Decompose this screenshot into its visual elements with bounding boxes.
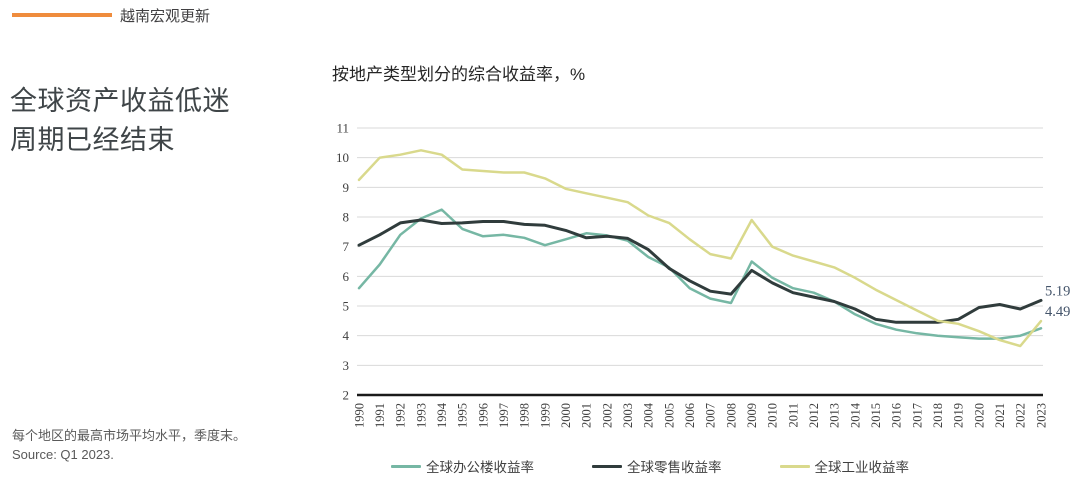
legend-item: 全球工业收益率	[779, 456, 910, 476]
legend-label: 全球办公楼收益率	[426, 460, 534, 475]
y-axis-tick-label: 8	[343, 210, 350, 225]
y-axis-tick-label: 2	[343, 388, 350, 403]
legend-swatch	[779, 464, 810, 468]
x-axis-tick-label: 1996	[476, 403, 490, 428]
legend-item: 全球零售收益率	[592, 456, 722, 476]
x-axis-tick-label: 2011	[786, 403, 800, 428]
y-axis-tick-label: 7	[343, 239, 350, 254]
x-axis-tick-label: 2020	[972, 403, 986, 428]
x-axis-tick-label: 1990	[352, 403, 366, 428]
y-axis-tick-label: 3	[343, 358, 350, 373]
chart-legend: 全球办公楼收益率 全球零售收益率 全球工业收益率	[300, 456, 1000, 476]
x-axis-tick-label: 1992	[394, 403, 408, 428]
x-axis-tick-label: 1999	[538, 403, 552, 428]
x-axis-tick-label: 2006	[683, 403, 697, 428]
y-axis-tick-label: 9	[343, 180, 350, 195]
legend-label: 全球零售收益率	[627, 460, 722, 475]
y-axis-tick-label: 4	[343, 328, 350, 343]
y-axis-tick-label: 6	[343, 269, 350, 284]
report-tag: 越南宏观更新	[120, 8, 211, 25]
x-axis-tick-label: 2018	[931, 403, 945, 428]
page-title: 全球资产收益低迷 周期已经结束	[10, 82, 230, 160]
end-value-label: 4.49	[1045, 304, 1070, 320]
x-axis-tick-label: 1995	[456, 403, 470, 428]
yield-line-chart: 2 3 4 5 6 7 8 9 10 11 1990 1991 1992 1993 1994 1995 1996…	[336, 121, 1070, 429]
page-title-line-1: 全球资产收益低迷	[10, 86, 230, 116]
x-axis-tick-label: 1991	[373, 403, 387, 428]
x-axis-tick-label: 2002	[600, 403, 614, 428]
x-axis-tick-label: 2012	[807, 403, 821, 428]
x-axis-tick-label: 2005	[662, 403, 676, 428]
legend-item: 全球办公楼收益率	[391, 456, 534, 476]
series-line-1	[357, 218, 1043, 324]
x-axis-tick-label: 2022	[1014, 403, 1028, 428]
x-axis-tick-label: 2019	[952, 403, 966, 428]
x-axis-tick-label: 1998	[518, 403, 532, 428]
x-axis-tick-label: 2014	[848, 402, 862, 428]
legend-swatch	[592, 464, 622, 468]
x-axis-tick-label: 1994	[435, 402, 449, 428]
series-line-0	[357, 208, 1043, 340]
x-axis-tick-label: 2016	[890, 403, 904, 428]
footnote-methodology: 每个地区的最高市场平均水平，季度末。	[12, 428, 247, 443]
x-axis-tick-label: 1993	[414, 403, 428, 428]
page-title-line-2: 周期已经结束	[10, 125, 175, 155]
x-axis-tick-label: 2009	[745, 403, 759, 428]
chart-title: 按地产类型划分的综合收益率，%	[332, 65, 586, 84]
accent-bar	[12, 13, 112, 17]
x-axis-tick-label: 2004	[642, 402, 656, 428]
x-axis-tick-label: 2023	[1034, 403, 1048, 428]
end-value-label: 5.19	[1045, 283, 1070, 299]
legend-label: 全球工业收益率	[814, 460, 910, 475]
y-axis-tick-label: 10	[336, 150, 349, 165]
x-axis-tick-label: 2007	[704, 403, 718, 428]
legend-swatch	[391, 464, 421, 468]
y-axis-tick-label: 11	[336, 121, 349, 136]
x-axis-tick-label: 2000	[559, 403, 573, 428]
y-axis-tick-label: 5	[343, 299, 350, 314]
x-axis-tick-label: 2013	[828, 403, 842, 428]
x-axis-tick-label: 2010	[766, 403, 780, 428]
x-axis-tick-label: 2015	[869, 403, 883, 428]
footnote-source: Source: Q1 2023.	[12, 447, 114, 462]
x-axis-tick-label: 2001	[580, 403, 594, 428]
series-line-2	[357, 149, 1043, 348]
x-axis-tick-label: 1997	[497, 403, 511, 428]
x-axis-tick-label: 2008	[724, 403, 738, 428]
x-axis-tick-label: 2021	[993, 403, 1007, 428]
x-axis-tick-label: 2003	[621, 403, 635, 428]
x-axis-tick-label: 2017	[910, 403, 924, 428]
